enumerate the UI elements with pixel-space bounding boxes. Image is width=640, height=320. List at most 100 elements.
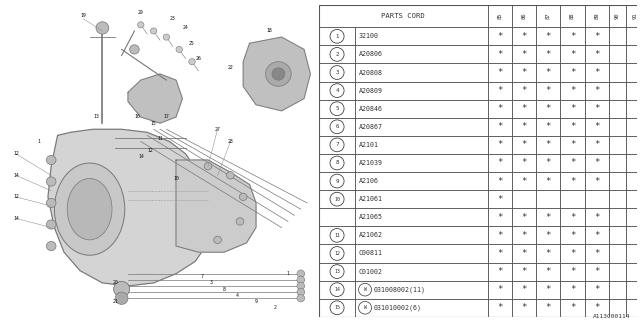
Text: *: * <box>594 231 599 240</box>
Text: 16: 16 <box>135 115 140 119</box>
Text: 8: 8 <box>223 286 225 292</box>
Text: *: * <box>522 303 527 312</box>
Bar <box>319 262 355 281</box>
Bar <box>488 154 512 172</box>
Bar <box>536 5 560 27</box>
Text: *: * <box>497 267 502 276</box>
Text: 6: 6 <box>335 124 339 129</box>
Text: *: * <box>497 68 502 77</box>
Bar <box>627 226 640 244</box>
Bar <box>512 281 536 299</box>
Text: W: W <box>364 305 367 310</box>
Bar <box>560 100 584 118</box>
Text: A21039: A21039 <box>358 160 383 166</box>
Bar <box>584 281 609 299</box>
Bar <box>560 208 584 226</box>
Bar <box>609 136 627 154</box>
Text: *: * <box>497 104 502 113</box>
Bar <box>560 190 584 208</box>
Bar <box>319 82 355 100</box>
Bar <box>536 208 560 226</box>
Bar <box>355 63 488 82</box>
Text: *: * <box>497 158 502 167</box>
Text: 7: 7 <box>335 142 339 148</box>
Circle shape <box>204 163 212 170</box>
Text: 1: 1 <box>287 271 289 276</box>
Bar <box>536 100 560 118</box>
Circle shape <box>297 276 305 284</box>
Text: 17: 17 <box>164 115 169 119</box>
Text: *: * <box>570 213 575 222</box>
Circle shape <box>272 68 285 80</box>
Bar <box>627 262 640 281</box>
Text: 14: 14 <box>138 155 143 159</box>
Bar <box>536 154 560 172</box>
Bar <box>355 172 488 190</box>
Bar <box>560 63 584 82</box>
Bar <box>536 299 560 317</box>
Bar <box>536 118 560 136</box>
Text: *: * <box>497 122 502 131</box>
Text: 12: 12 <box>13 194 19 199</box>
Text: *: * <box>594 122 599 131</box>
Text: *: * <box>497 177 502 186</box>
Circle shape <box>266 62 291 86</box>
Text: A21061: A21061 <box>358 196 383 202</box>
Bar <box>512 226 536 244</box>
Text: *: * <box>570 177 575 186</box>
Text: *: * <box>545 177 551 186</box>
Bar <box>536 281 560 299</box>
Text: *: * <box>594 303 599 312</box>
Text: *: * <box>594 86 599 95</box>
Text: *: * <box>522 158 527 167</box>
Circle shape <box>129 45 140 54</box>
Bar <box>512 244 536 262</box>
Text: 86: 86 <box>522 13 527 19</box>
Text: *: * <box>545 122 551 131</box>
Bar <box>319 118 355 136</box>
Text: 10: 10 <box>173 176 179 181</box>
Text: 1: 1 <box>335 34 339 39</box>
Bar <box>609 100 627 118</box>
Bar <box>627 82 640 100</box>
Circle shape <box>47 198 56 208</box>
Bar <box>488 190 512 208</box>
Text: 8: 8 <box>335 161 339 165</box>
Text: *: * <box>522 140 527 149</box>
Bar <box>488 63 512 82</box>
Bar <box>488 100 512 118</box>
Bar <box>627 63 640 82</box>
Bar <box>627 299 640 317</box>
Text: 11: 11 <box>157 136 163 141</box>
Bar <box>355 281 488 299</box>
Bar <box>584 262 609 281</box>
Bar <box>584 154 609 172</box>
Bar <box>319 172 355 190</box>
Polygon shape <box>176 160 256 252</box>
Bar <box>319 45 355 63</box>
Bar <box>560 299 584 317</box>
Bar <box>536 63 560 82</box>
Bar <box>536 244 560 262</box>
Text: PARTS CORD: PARTS CORD <box>381 13 425 19</box>
Circle shape <box>297 282 305 290</box>
Polygon shape <box>128 74 182 123</box>
Text: *: * <box>497 86 502 95</box>
Text: *: * <box>594 177 599 186</box>
Bar <box>609 172 627 190</box>
Text: 29: 29 <box>138 10 143 15</box>
Bar <box>609 190 627 208</box>
Bar <box>536 45 560 63</box>
Circle shape <box>227 172 234 179</box>
Text: *: * <box>522 213 527 222</box>
Bar <box>512 299 536 317</box>
Circle shape <box>297 288 305 296</box>
Text: 15: 15 <box>151 121 156 126</box>
Text: 4: 4 <box>335 88 339 93</box>
Bar <box>319 5 488 27</box>
Text: 10: 10 <box>334 197 340 202</box>
Bar <box>355 136 488 154</box>
Text: *: * <box>545 104 551 113</box>
Bar <box>319 190 355 208</box>
Text: 26: 26 <box>196 56 201 61</box>
